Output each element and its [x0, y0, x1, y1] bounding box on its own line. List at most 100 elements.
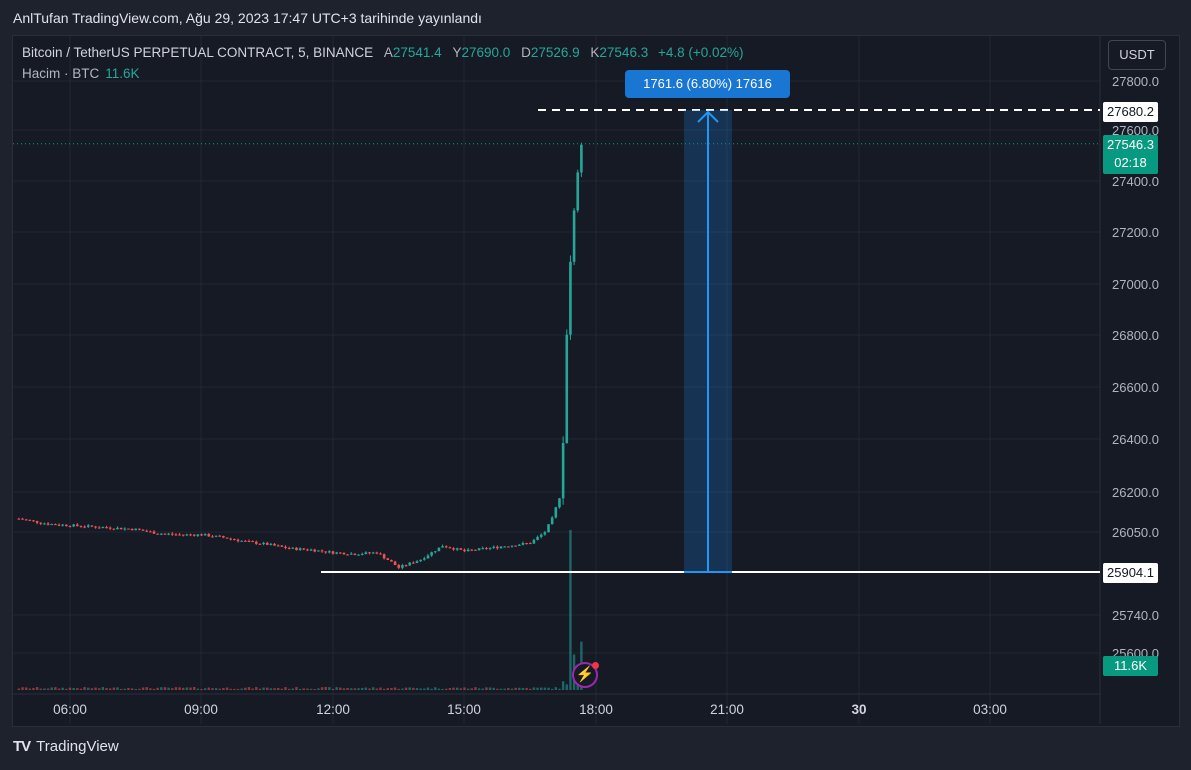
- candle-body: [108, 527, 112, 529]
- candle-body: [346, 554, 349, 556]
- candle-body: [50, 524, 54, 526]
- candle-body: [444, 546, 448, 548]
- volume-bar: [61, 687, 64, 690]
- volume-bar: [477, 688, 481, 690]
- candle-body: [90, 525, 94, 527]
- currency-button[interactable]: USDT: [1108, 40, 1166, 70]
- candle-body: [185, 534, 189, 536]
- y-tick-label: 27400.0: [1112, 174, 1159, 189]
- candle-body: [393, 561, 397, 566]
- candle-body: [349, 553, 353, 555]
- candle-body: [86, 525, 90, 527]
- candle-body: [474, 549, 477, 551]
- publish-line: AnlTufan TradingView.com, Ağu 29, 2023 1…: [13, 10, 482, 26]
- brand[interactable]: TV TradingView: [13, 738, 119, 755]
- symbol-title[interactable]: Bitcoin / TetherUS PERPETUAL CONTRACT, 5…: [22, 45, 374, 60]
- candle-body: [313, 549, 317, 552]
- candle-body: [302, 548, 306, 550]
- candle-body: [328, 551, 331, 553]
- volume-bar: [386, 688, 389, 690]
- y-tick-label: 27800.0: [1112, 74, 1159, 89]
- volume-bar: [94, 687, 97, 690]
- volume-bar: [412, 687, 415, 690]
- candle-body: [251, 541, 254, 543]
- volume-bar: [50, 687, 53, 690]
- volume-bar: [317, 688, 320, 690]
- candle-body: [54, 524, 57, 526]
- candle-body: [43, 523, 46, 525]
- volume-bar: [331, 688, 335, 690]
- volume-bar: [390, 688, 393, 690]
- volume-bar: [423, 688, 426, 690]
- candle-body: [488, 547, 492, 549]
- candle-body: [331, 551, 335, 554]
- volume-bar: [207, 687, 211, 690]
- volume-bar: [364, 687, 368, 690]
- low-label: D: [521, 45, 531, 60]
- volume-bar: [306, 688, 309, 690]
- volume-bar: [441, 688, 444, 690]
- volume-bar: [452, 687, 455, 690]
- lightning-icon[interactable]: ⚡: [572, 662, 598, 688]
- candle-body: [46, 523, 50, 525]
- candle-body: [521, 543, 525, 545]
- candle-body: [94, 526, 97, 528]
- volume-bar: [298, 688, 302, 690]
- candle-body: [247, 541, 251, 543]
- volume-bar: [214, 688, 218, 690]
- candle-body: [83, 526, 86, 528]
- candle-body: [65, 524, 68, 526]
- volume-bar: [550, 688, 554, 690]
- candle-body: [353, 553, 357, 555]
- volume-bar: [470, 688, 474, 690]
- volume-bar: [295, 687, 298, 690]
- volume-bar: [474, 687, 477, 690]
- candle-body: [547, 524, 550, 533]
- candle-body: [119, 527, 123, 530]
- measure-arrow-head: [697, 110, 719, 123]
- candle-body: [141, 529, 145, 531]
- candle-body: [375, 552, 379, 554]
- y-tick-label: 27600.0: [1112, 123, 1159, 138]
- candle-body: [72, 524, 75, 527]
- candle-body: [138, 528, 141, 530]
- candle-body: [68, 525, 72, 527]
- volume-bar: [119, 688, 123, 690]
- volume-bar: [90, 688, 94, 690]
- measure-label: 1761.6 (6.80%) 17616: [625, 70, 790, 98]
- volume-bar: [21, 687, 24, 690]
- candle-body: [335, 552, 338, 554]
- volume-bar: [108, 688, 112, 690]
- candle-body: [525, 543, 528, 545]
- volume-bar: [309, 688, 313, 690]
- candle-body: [426, 555, 430, 559]
- volume-bar: [273, 688, 276, 690]
- volume-bar: [39, 688, 42, 690]
- volume-bar: [98, 688, 101, 690]
- candle-body: [265, 542, 269, 545]
- volume-bar: [79, 688, 83, 690]
- candle-body: [174, 534, 178, 536]
- volume-bar: [105, 688, 108, 690]
- candle-body: [510, 545, 514, 547]
- volume-bar: [28, 688, 32, 690]
- candle-body: [437, 547, 441, 552]
- volume-bar: [426, 687, 430, 690]
- volume-bar: [335, 687, 338, 690]
- candle-body: [452, 548, 455, 550]
- volume-bar: [163, 687, 167, 690]
- volume-bar: [269, 688, 273, 690]
- volume-label[interactable]: Hacim · BTC: [22, 66, 100, 81]
- volume-bar: [510, 688, 514, 690]
- candle-body: [269, 543, 273, 545]
- volume-bar: [167, 687, 170, 690]
- close-value: 27546.3: [599, 45, 649, 60]
- candle-body: [499, 546, 503, 549]
- candle-body: [236, 539, 240, 542]
- volume-bar: [127, 688, 130, 690]
- close-label: K: [590, 45, 600, 60]
- candle-body: [558, 498, 561, 508]
- volume-bar: [222, 687, 225, 690]
- candle-body: [276, 545, 280, 547]
